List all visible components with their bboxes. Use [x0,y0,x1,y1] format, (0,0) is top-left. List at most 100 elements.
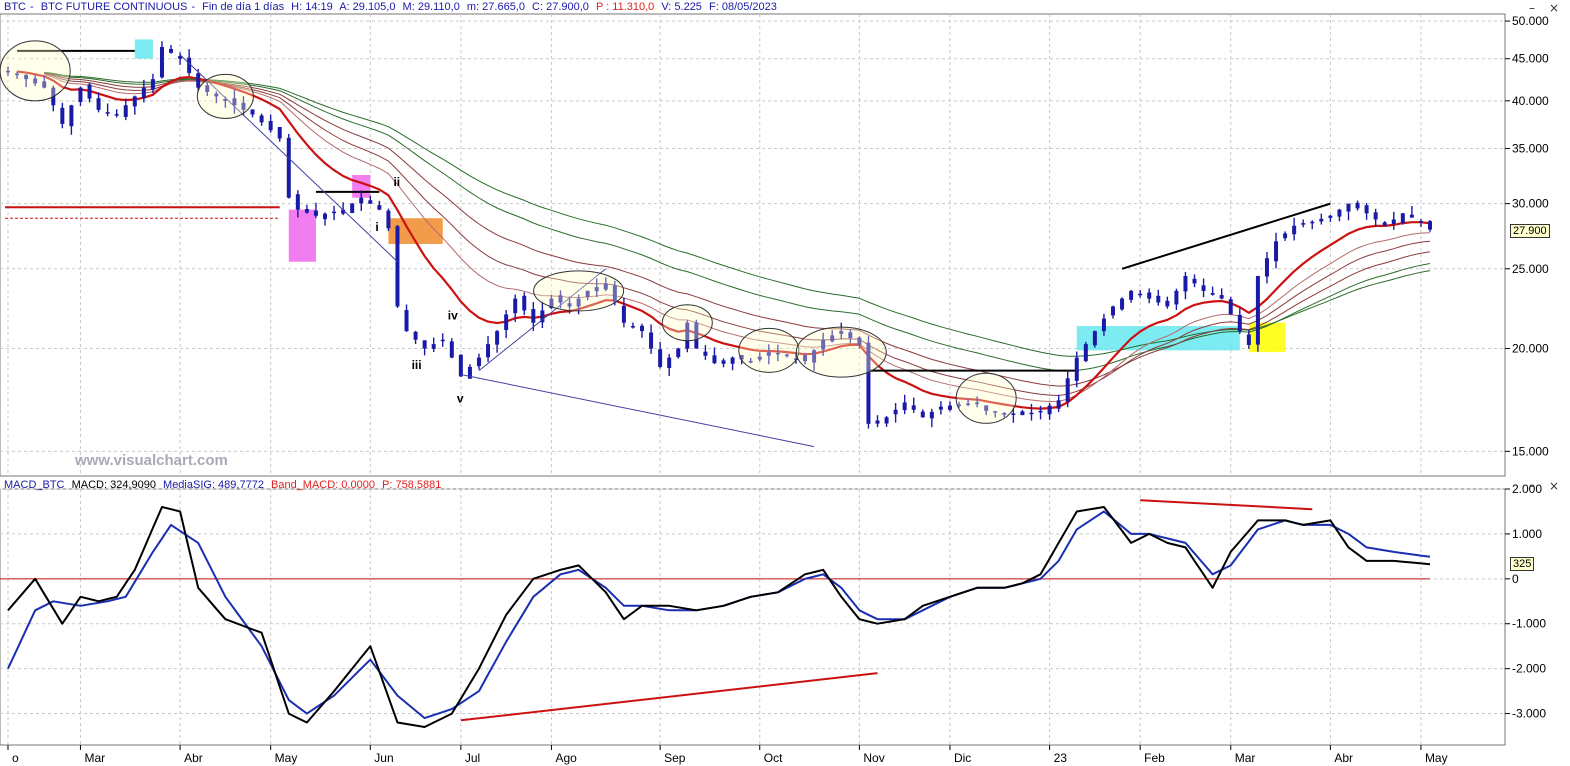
candle-body [694,322,699,349]
candle-body [87,84,92,99]
candle-body [1355,202,1360,209]
candle-body [757,356,762,360]
candle-body [476,357,481,367]
candle-body [1192,278,1197,284]
macd-tick-label: -2.000 [1512,662,1546,676]
candle-body [730,357,735,364]
candle-body [205,85,210,92]
price-header: BTC - BTC FUTURE CONTINUOUS - Fin de día 1… [4,1,777,13]
candle-body [159,47,164,78]
candle-body [784,354,789,357]
macd-tick-label: -1.000 [1512,617,1546,631]
month-label: Feb [1144,751,1165,765]
candle-body [241,102,246,110]
candle-body [132,96,137,107]
candle-body [1310,221,1315,224]
trendline-down [179,54,398,263]
month-label: Dic [954,751,971,765]
candle-body [458,354,463,377]
ema-band-brown [44,72,1431,387]
candle-body [957,404,962,407]
candle-body [812,350,817,363]
price-tick-label: 50.000 [1512,14,1549,28]
ema-band-brown [44,73,1431,396]
candle-body [178,56,183,59]
candle-body [214,93,219,97]
candle-body [332,211,337,214]
macd-tick-label: 0 [1512,572,1519,586]
candle-body [33,78,38,84]
candle-body [78,87,83,102]
candle-body [1183,276,1188,292]
symbol: BTC [4,1,26,13]
candle-body [857,337,862,345]
macd-p: P: 758,5881 [382,479,442,491]
candle-body [395,226,400,307]
month-label: Oct [764,751,783,765]
candle-body [431,344,436,349]
minimize-button[interactable]: – [1529,1,1535,15]
candle-body [1002,412,1007,415]
month-label: Abr [1334,751,1353,765]
month-label: Ago [555,751,577,765]
candle-body [1083,344,1088,362]
candle-body [712,355,717,364]
candle-body [377,205,382,210]
candle-body [277,127,282,139]
candle-body [232,98,237,106]
close-button[interactable]: × [1549,1,1560,15]
candle-body [1129,290,1134,300]
macd-close-button[interactable]: × [1549,479,1560,493]
candle-body [531,308,536,323]
candle-body [1201,285,1206,291]
watermark: www.visualchart.com [75,452,228,469]
candle-body [1400,213,1405,223]
price-tick-label: 45.000 [1512,52,1549,66]
candle-body [60,107,65,124]
candle-body [1364,205,1369,214]
header-volume: V: 5.225 [661,1,702,13]
macd-header: MACD_BTC MACD: 324,9090 MediaSIG: 489,77… [4,479,445,491]
candle-body [6,70,10,73]
candle-body [947,405,952,410]
candle-body [350,203,355,213]
candle-body [187,57,192,73]
candle-body [739,355,744,360]
candle-body [150,79,155,90]
candle-body [295,194,300,210]
ema-red [16,70,1431,410]
candle-body [803,355,808,362]
candle-body [640,325,645,332]
wave-label: iv [448,308,458,322]
candle-body [96,98,101,110]
candle-body [1228,299,1233,315]
pattern-ellipse [0,40,71,102]
candle-body [1138,293,1143,296]
ema-band-light [44,73,1431,402]
month-label: May [275,751,298,765]
candle-body [341,209,346,214]
candle-body [676,348,681,358]
macd-tick-label: 2.000 [1512,482,1542,496]
header-p: P : 11.310,0 [595,1,655,13]
candle-body [368,200,373,204]
candle-body [522,295,527,311]
candle-body [359,197,364,204]
candle-body [1418,221,1423,223]
candle-body [1255,276,1260,345]
candle-body [1101,318,1106,332]
month-label: May [1425,751,1448,765]
candle-body [1147,292,1152,299]
macd-value: MACD: 324,9090 [71,479,156,491]
macd-minimize-button[interactable]: – [1529,479,1535,493]
candle-body [495,331,500,345]
macd-signal: MediaSIG: 489,7772 [163,479,264,491]
candle-body [15,73,20,76]
candle-body [304,209,309,213]
wave-label: i [375,220,378,234]
header-min: m: 27.665,0 [466,1,525,13]
candle-body [1319,218,1324,222]
candle-body [748,361,753,363]
candle-body [1301,223,1306,225]
pattern-ellipse [795,326,887,378]
